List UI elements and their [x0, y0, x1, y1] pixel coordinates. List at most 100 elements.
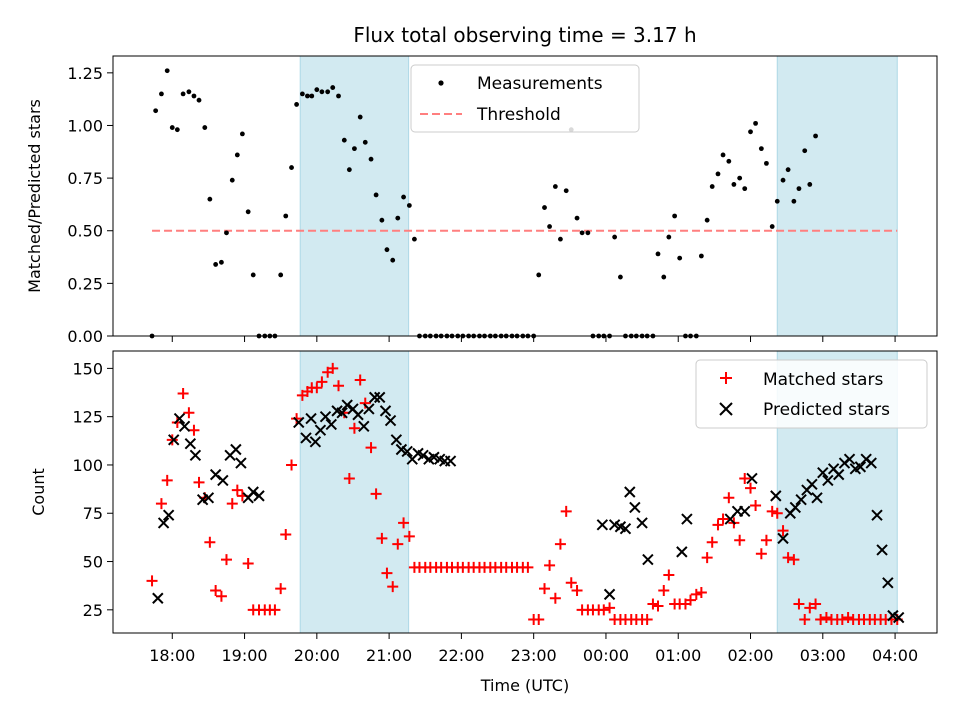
legend-predicted-label: Predicted stars — [763, 400, 890, 420]
measurement-point — [785, 167, 791, 173]
matched-star-point — [750, 500, 762, 512]
bottom-xtick-label: 03:00 — [800, 646, 846, 665]
matched-star-point — [815, 613, 827, 625]
measurement-point — [319, 89, 325, 95]
matched-star-point — [183, 407, 195, 419]
matched-star-point — [215, 590, 227, 602]
predicted-star-point — [309, 436, 322, 448]
legend-measurements-label: Measurements — [477, 74, 603, 94]
top-ytick-label: 0.50 — [67, 222, 103, 241]
counts-panel: 25 50 75 100 125 150 18:00 19:00 20:00 21:00 22:0… — [29, 350, 938, 695]
matched-star-point — [354, 374, 366, 386]
matched-star-point — [226, 498, 238, 510]
bottom-ytick-label: 25 — [83, 601, 103, 620]
matched-star-point — [348, 422, 360, 434]
measurement-point — [677, 255, 683, 261]
matched-star-point — [760, 534, 772, 546]
matched-star-point — [333, 380, 345, 392]
measurement-point — [769, 224, 775, 229]
bottom-xtick-label: 22:00 — [438, 646, 484, 665]
measurement-point — [229, 177, 235, 183]
legend-matched-marker — [720, 372, 732, 384]
matched-star-point — [539, 583, 551, 595]
matched-star-point — [641, 613, 653, 625]
measurement-point — [207, 196, 213, 202]
matched-star-point — [734, 534, 746, 546]
measurement-point — [612, 234, 618, 240]
matched-star-point — [658, 585, 670, 597]
measurement-point — [726, 158, 732, 164]
predicted-star-point — [363, 403, 375, 415]
predicted-star-point — [152, 592, 164, 604]
measurement-point — [390, 257, 396, 263]
measurement-point — [294, 102, 299, 107]
matched-stars-series — [146, 362, 903, 625]
measurement-point — [574, 215, 580, 221]
matched-star-point — [685, 594, 697, 606]
measurement-point — [618, 274, 623, 280]
top-legend-frame — [410, 64, 640, 133]
bottom-xtick-label: 18:00 — [149, 646, 195, 665]
predicted-star-point — [811, 492, 823, 504]
matched-star-point — [820, 612, 832, 624]
measurement-point — [720, 152, 726, 158]
predicted-star-point — [253, 490, 265, 502]
matched-star-point — [549, 592, 561, 604]
predicted-star-point — [892, 611, 905, 624]
matched-star-point — [604, 602, 616, 614]
predicted-star-point — [230, 443, 242, 456]
measurement-point — [278, 272, 284, 278]
measurement-point — [796, 186, 802, 192]
shaded-interval-1 — [776, 55, 898, 337]
predicted-star-point — [293, 416, 305, 429]
matched-star-point — [723, 492, 735, 504]
bottom-xtick-label: 01:00 — [655, 646, 701, 665]
matched-star-point — [204, 536, 216, 548]
matched-star-point — [387, 581, 399, 593]
measurement-point — [672, 213, 678, 219]
matched-star-point — [392, 538, 404, 550]
measurement-point — [704, 217, 710, 223]
bottom-xtick-label: 19:00 — [221, 646, 267, 665]
measurement-point — [219, 259, 224, 265]
matched-star-point — [286, 459, 298, 471]
bottom-legend: Matched stars Predicted stars — [695, 359, 928, 429]
legend-threshold-label: Threshold — [476, 105, 561, 125]
predicted-star-point — [417, 449, 429, 462]
matched-star-point — [799, 613, 811, 625]
matched-star-point — [804, 602, 816, 614]
measurement-point — [791, 198, 797, 204]
predicted-star-point — [189, 449, 202, 462]
predicted-star-point — [358, 420, 370, 433]
measurement-point — [709, 184, 715, 189]
matched-star-point — [376, 532, 388, 544]
measurement-point — [412, 236, 417, 242]
top-x-ticks — [171, 336, 896, 342]
bottom-ytick-label: 100 — [72, 456, 103, 475]
predicted-star-point — [789, 501, 802, 514]
measurement-point — [180, 91, 186, 97]
predicted-star-point — [871, 509, 883, 521]
matched-star-point — [275, 583, 287, 595]
predicted-star-point — [882, 577, 894, 589]
predicted-star-point — [739, 505, 751, 518]
matched-star-point — [155, 498, 167, 510]
matched-star-point — [712, 519, 724, 531]
measurement-point — [202, 125, 208, 130]
measurement-point — [802, 148, 808, 154]
measurement-point — [813, 133, 818, 139]
matched-star-point — [554, 538, 566, 550]
measurement-point — [780, 177, 786, 183]
measurement-point — [196, 97, 202, 103]
bottom-xtick-label: 00:00 — [583, 646, 629, 665]
predicted-star-point — [603, 588, 616, 601]
matched-star-point — [598, 604, 610, 616]
matched-star-point — [782, 552, 794, 564]
measurement-point — [666, 234, 672, 240]
measurement-point — [731, 182, 737, 187]
measurement-point — [234, 152, 240, 158]
top-y-ticks: 0.00 0.25 0.50 0.75 1.00 1.25 — [67, 64, 113, 346]
predicted-star-point — [235, 457, 247, 469]
bottom-x-ticks: 18:00 19:00 20:00 21:00 22:00 23:00 00:00 01:00… — [149, 633, 918, 665]
